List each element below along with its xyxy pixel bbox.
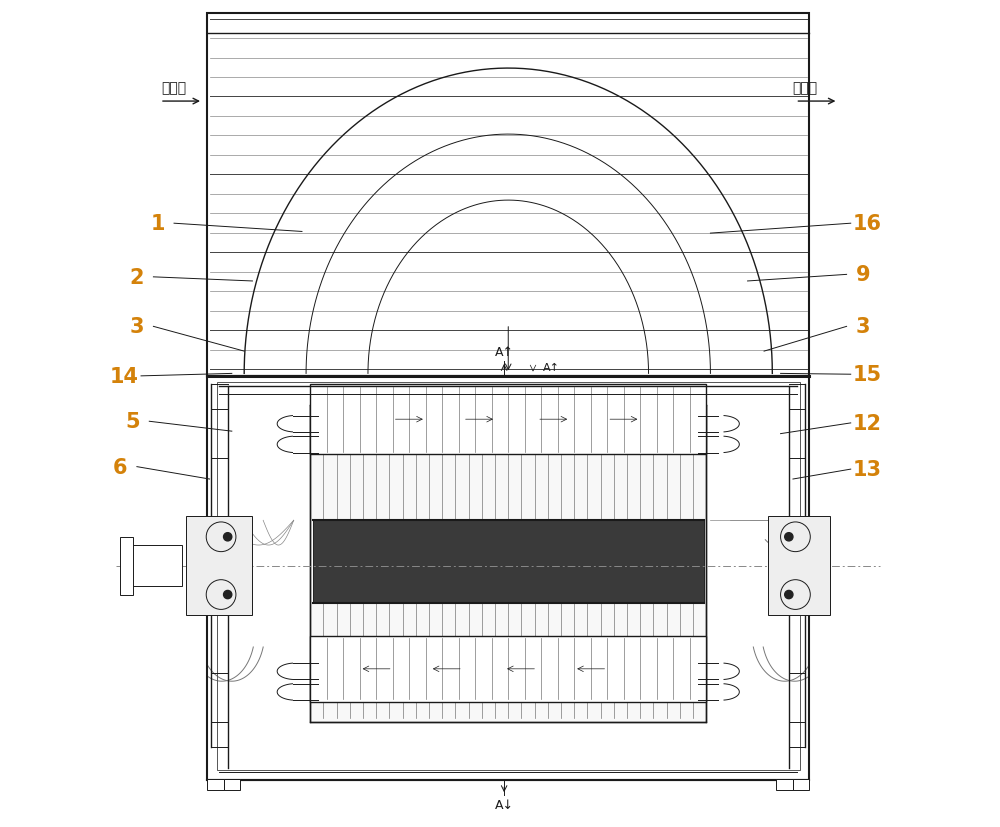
Text: 出风口: 出风口: [793, 81, 818, 95]
Text: 9: 9: [856, 265, 870, 285]
Text: A↓: A↓: [495, 798, 514, 811]
Bar: [310, 405, 706, 723]
Circle shape: [785, 590, 793, 599]
Bar: [207, 14, 809, 376]
Bar: [224, 779, 240, 790]
Text: 3: 3: [130, 317, 144, 337]
Text: 14: 14: [110, 366, 139, 386]
Bar: [120, 537, 133, 595]
Text: 13: 13: [853, 460, 882, 480]
Text: 进风口: 进风口: [161, 81, 187, 95]
Bar: [768, 517, 830, 615]
Text: 6: 6: [113, 457, 128, 477]
Bar: [207, 14, 809, 376]
Text: A↑: A↑: [495, 346, 514, 358]
Text: 5: 5: [125, 412, 140, 432]
Bar: [129, 545, 182, 586]
Bar: [776, 779, 793, 790]
Circle shape: [224, 533, 232, 541]
Text: 2: 2: [130, 267, 144, 288]
Bar: [207, 376, 809, 781]
Text: 16: 16: [853, 214, 882, 234]
Bar: [207, 779, 224, 790]
Text: 3: 3: [856, 317, 870, 337]
Text: A↑: A↑: [543, 362, 560, 372]
Bar: [793, 779, 809, 790]
Bar: [217, 383, 800, 771]
Bar: [313, 521, 704, 603]
Bar: [310, 636, 706, 702]
Circle shape: [224, 590, 232, 599]
Text: 12: 12: [853, 414, 882, 433]
Text: 15: 15: [853, 365, 882, 385]
Bar: [207, 376, 809, 781]
Bar: [310, 385, 706, 455]
Text: 1: 1: [150, 214, 165, 234]
Circle shape: [785, 533, 793, 541]
Bar: [186, 517, 252, 615]
